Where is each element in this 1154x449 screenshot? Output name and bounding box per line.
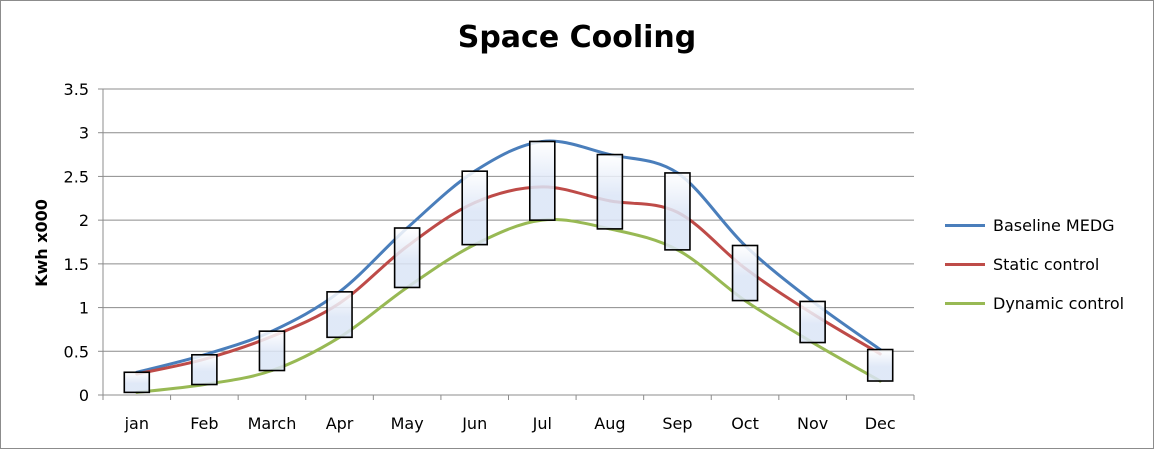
legend-item-2: Dynamic control	[945, 284, 1124, 323]
range-box-9	[731, 244, 759, 302]
range-box-2	[258, 330, 286, 372]
y-tick-label-1: 0.5	[64, 342, 89, 361]
range-box-7	[596, 153, 624, 230]
chart-title: Space Cooling	[457, 20, 697, 55]
series-line-2	[135, 218, 882, 394]
y-tick-label-4: 2	[79, 211, 89, 230]
axes: 0 0.5 1 1.5 2 2.5 3 3.5 jan Feb March Apr May Jun Jul A…	[64, 80, 915, 433]
x-tick-label-6: Jul	[532, 414, 552, 433]
legend-label-2: Dynamic control	[993, 294, 1125, 313]
legend-swatch-2	[945, 302, 985, 305]
x-tick-label-2: March	[248, 414, 297, 433]
x-tick-label-8: Sep	[662, 414, 692, 433]
x-tick-label-10: Nov	[797, 414, 828, 433]
series-lines	[135, 139, 882, 394]
legend-label-1: Static control	[993, 255, 1100, 274]
range-box-1	[191, 353, 218, 386]
y-tick-label-5: 2.5	[64, 167, 89, 186]
gridlines	[103, 88, 914, 352]
x-tick-label-7: Aug	[594, 414, 625, 433]
legend-item-0: Baseline MEDG	[945, 206, 1124, 245]
range-box-6	[528, 140, 556, 221]
y-tick-label-2: 1	[79, 299, 89, 318]
y-tick-label-7: 3.5	[64, 80, 89, 99]
x-tick-label-5: Jun	[461, 414, 487, 433]
x-tick-label-9: Oct	[731, 414, 759, 433]
x-tick-label-3: Apr	[326, 414, 354, 433]
x-tick-label-1: Feb	[190, 414, 218, 433]
legend-swatch-0	[945, 224, 985, 227]
range-box-8	[664, 172, 691, 251]
x-tick-label-4: May	[391, 414, 424, 433]
x-tick-label-0: jan	[124, 414, 149, 433]
y-tick-label-0: 0	[79, 386, 89, 405]
range-box-4	[393, 227, 421, 289]
legend-item-1: Static control	[945, 245, 1124, 284]
y-tick-label-6: 3	[79, 124, 89, 143]
y-axis-label: Kwh x000	[32, 199, 51, 287]
legend: Baseline MEDG Static control Dynamic con…	[945, 206, 1124, 323]
range-box-3	[326, 291, 353, 339]
y-tick-label-3: 1.5	[64, 255, 89, 274]
range-box-5	[461, 170, 489, 246]
series-line-0	[135, 139, 882, 374]
range-box-11	[866, 348, 894, 382]
range-boxes	[123, 140, 894, 394]
legend-swatch-1	[945, 263, 985, 266]
range-box-10	[799, 300, 826, 344]
series-line-1	[135, 185, 882, 376]
legend-label-0: Baseline MEDG	[993, 216, 1115, 235]
range-box-0	[123, 371, 151, 394]
x-tick-label-11: Dec	[865, 414, 896, 433]
